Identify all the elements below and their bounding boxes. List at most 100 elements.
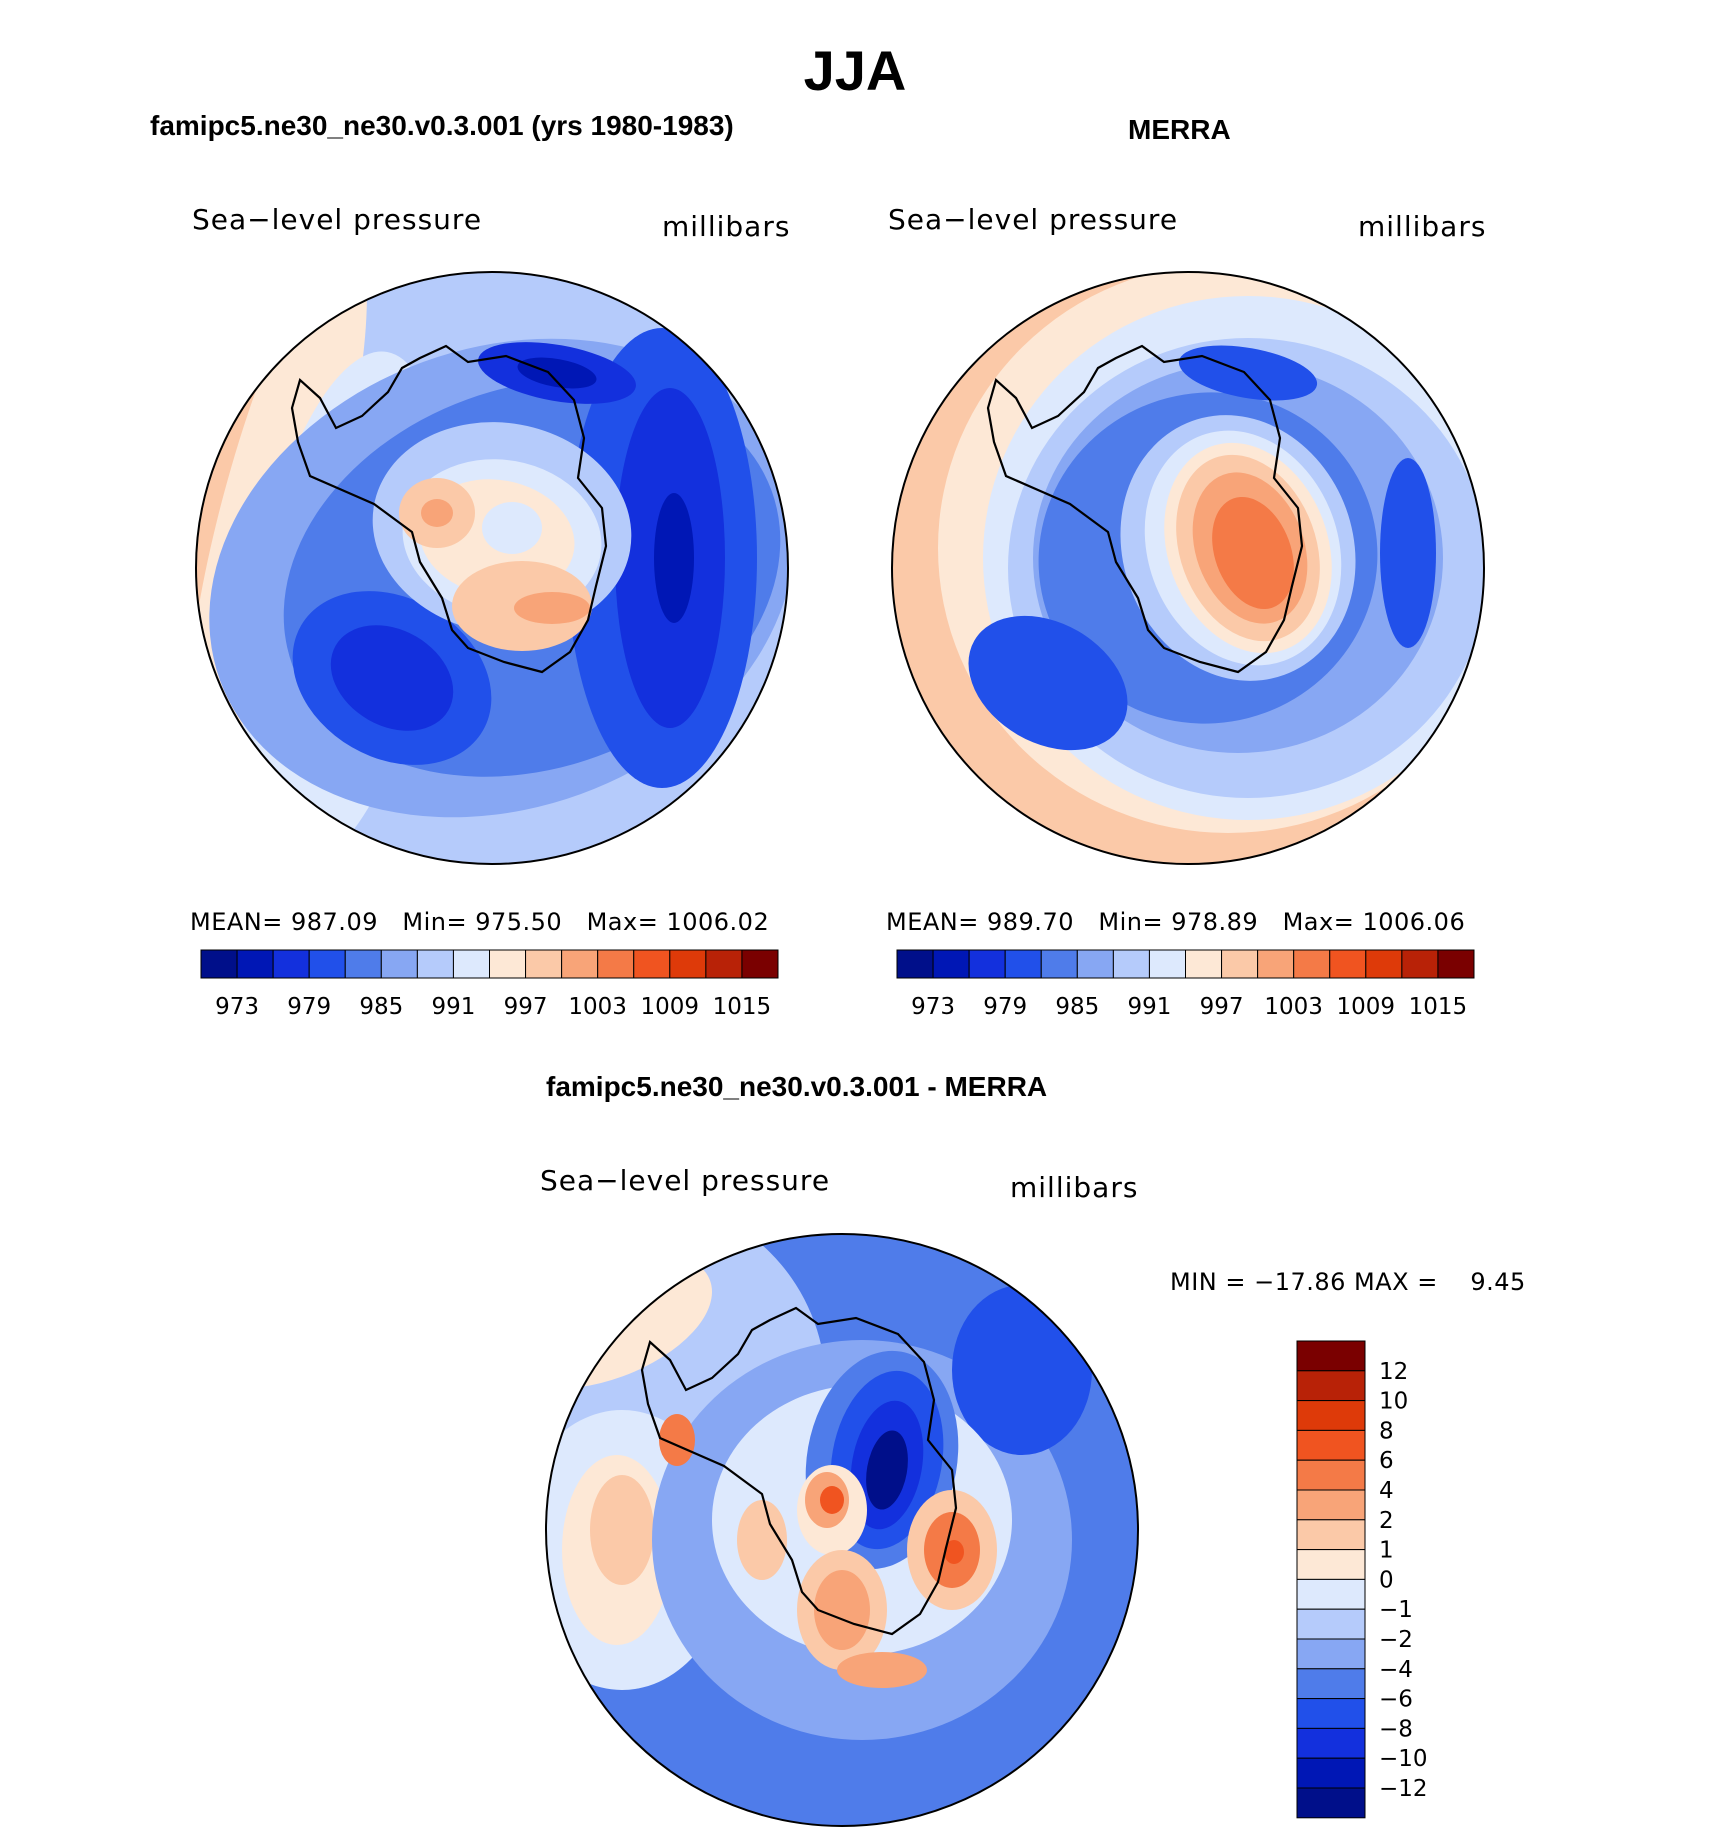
panel2-colorbar-tick-label: 1003 xyxy=(1264,994,1323,1020)
panel2-colorbar-box xyxy=(1185,949,1223,979)
panel1-stats: MEAN= 987.09 Min= 975.50 Max= 1006.02 xyxy=(190,908,769,936)
panel2-colorbar-tick-label: 985 xyxy=(1055,994,1099,1020)
panel1-map xyxy=(196,272,788,864)
panel1-colorbar-box xyxy=(200,949,238,979)
panel1-field-contour xyxy=(654,493,694,623)
panel1-colorbar-box xyxy=(452,949,490,979)
panel2-colorbar-box xyxy=(1437,949,1475,979)
panel1-units: millibars xyxy=(662,210,791,243)
panel1-max-label: Max= xyxy=(586,908,659,936)
panel2-min-value: 978.89 xyxy=(1171,908,1259,936)
panel3-field-contour xyxy=(866,1430,908,1510)
panel2-colorbar-box xyxy=(1076,949,1114,979)
panel3-colorbar-tick-label: 4 xyxy=(1379,1478,1394,1504)
panel1-colorbar-box xyxy=(741,949,779,979)
panel3-field-contour xyxy=(820,1486,844,1514)
panel1-colorbar-tick-label: 997 xyxy=(504,994,548,1020)
panel3-colorbar-tick-label: −6 xyxy=(1379,1687,1413,1713)
panel1-colorbar: 973 979 985 991 997 1003 1009 1015 xyxy=(200,949,779,1020)
panel3-colorbar-box xyxy=(1296,1370,1366,1402)
panel3-colorbar-tick-label: −1 xyxy=(1379,1597,1413,1623)
panel1-colorbar-tick-label: 985 xyxy=(359,994,403,1020)
panel1-colorbar-tick-label: 1003 xyxy=(568,994,627,1020)
panel1-title: famipc5.ne30_ne30.v0.3.001 (yrs 1980-198… xyxy=(150,110,734,141)
panel1-colorbar-box xyxy=(489,949,527,979)
panel3-colorbar-box xyxy=(1296,1727,1366,1759)
panel3-colorbar-tick-label: 12 xyxy=(1379,1359,1408,1385)
panel2-colorbar-tick-label: 1015 xyxy=(1409,994,1468,1020)
panel3-colorbar-tick-label: 10 xyxy=(1379,1389,1408,1415)
panel1-field-contour xyxy=(514,592,590,624)
panel1-colorbar-box xyxy=(236,949,274,979)
panel1-colorbar-box xyxy=(525,949,563,979)
panel1-max-value: 1006.02 xyxy=(666,908,770,936)
panel1-min-value: 975.50 xyxy=(475,908,563,936)
panel3-field-contour xyxy=(814,1570,870,1650)
panel3-field-contour xyxy=(602,1776,682,1824)
panel2-field-contour xyxy=(1212,496,1294,610)
panel2-field-contour xyxy=(1380,458,1436,648)
panel1-coastline xyxy=(290,344,608,674)
panel3-field-contour xyxy=(659,1414,695,1466)
panel2-stats: MEAN= 989.70 Min= 978.89 Max= 1006.06 xyxy=(886,908,1465,936)
panel3-colorbar-box xyxy=(1296,1787,1366,1819)
panel3-colorbar-box xyxy=(1296,1400,1366,1431)
panel1-colorbar-box xyxy=(705,949,743,979)
panel2-min-label: Min= xyxy=(1098,908,1164,936)
panel2-coastline xyxy=(986,344,1304,674)
panel2-colorbar-box xyxy=(1112,949,1150,979)
panel2-colorbar: 973 979 985 991 997 1003 1009 1015 xyxy=(896,949,1475,1020)
panel3-colorbar-tick-label: 6 xyxy=(1379,1448,1394,1474)
panel1-colorbar-tick-label: 1015 xyxy=(713,994,772,1020)
panel2-title: MERRA xyxy=(1128,114,1231,145)
panel3-colorbar-box xyxy=(1296,1549,1366,1580)
panel2-colorbar-box xyxy=(896,949,934,979)
panel1-mean-label: MEAN= xyxy=(190,908,283,936)
panel3-colorbar-tick-label: −4 xyxy=(1379,1657,1413,1683)
panel2-colorbar-box xyxy=(1257,949,1295,979)
panel1-field-contour xyxy=(482,502,542,554)
panel2-colorbar-box xyxy=(932,949,970,979)
panel2-colorbar-box xyxy=(968,949,1006,979)
panel3-minmax: MIN = −17.86 MAX = 9.45 xyxy=(1170,1268,1526,1296)
panel3-colorbar-tick-label: 1 xyxy=(1379,1538,1394,1564)
panel1-colorbar-box xyxy=(561,949,599,979)
panel2-units: millibars xyxy=(1358,210,1487,243)
panel3-colorbar-tick-label: 8 xyxy=(1379,1418,1394,1444)
panel3-map-border xyxy=(545,1233,1139,1827)
panel1-map-border xyxy=(195,271,789,865)
panel1-colorbar-tick-label: 973 xyxy=(215,994,259,1020)
panel1-variable: Sea−level pressure xyxy=(192,203,483,236)
panel2-field-contour xyxy=(968,615,1128,751)
panel2-colorbar-box xyxy=(1221,949,1259,979)
panel3-colorbar-box xyxy=(1296,1608,1366,1640)
panel3-field-contour xyxy=(737,1500,787,1580)
panel1-colorbar-box xyxy=(380,949,418,979)
panel2-colorbar-box xyxy=(1148,949,1186,979)
panel3-field-contour xyxy=(590,1475,654,1585)
panel3-colorbar-box xyxy=(1296,1698,1366,1729)
panel2-colorbar-tick-label: 991 xyxy=(1127,994,1171,1020)
panel3-colorbar-tick-label: 2 xyxy=(1379,1508,1394,1534)
panel1-colorbar-box xyxy=(344,949,382,979)
panel3-colorbar-tick-label: −10 xyxy=(1379,1746,1428,1772)
panel1-field-contour xyxy=(330,625,454,731)
panel3-colorbar-box xyxy=(1296,1578,1366,1610)
panel3-colorbar-box xyxy=(1296,1489,1366,1521)
panel2-max-label: Max= xyxy=(1282,908,1355,936)
panel1-colorbar-box xyxy=(597,949,635,979)
panel1-colorbar-tick-label: 1009 xyxy=(641,994,700,1020)
panel2-colorbar-box xyxy=(1004,949,1042,979)
panel3-colorbar-tick-label: −8 xyxy=(1379,1716,1413,1742)
panel2-max-value: 1006.06 xyxy=(1362,908,1466,936)
panel2-colorbar-box xyxy=(1329,949,1367,979)
panel1-colorbar-box xyxy=(416,949,454,979)
panel2-mean-label: MEAN= xyxy=(886,908,979,936)
panel2-variable: Sea−level pressure xyxy=(888,203,1179,236)
panel2-colorbar-tick-label: 1009 xyxy=(1337,994,1396,1020)
panel1-colorbar-box xyxy=(669,949,707,979)
panel1-field-contour xyxy=(517,357,597,389)
panel1-colorbar-tick-label: 979 xyxy=(287,994,331,1020)
panel3-coastline xyxy=(640,1306,958,1636)
